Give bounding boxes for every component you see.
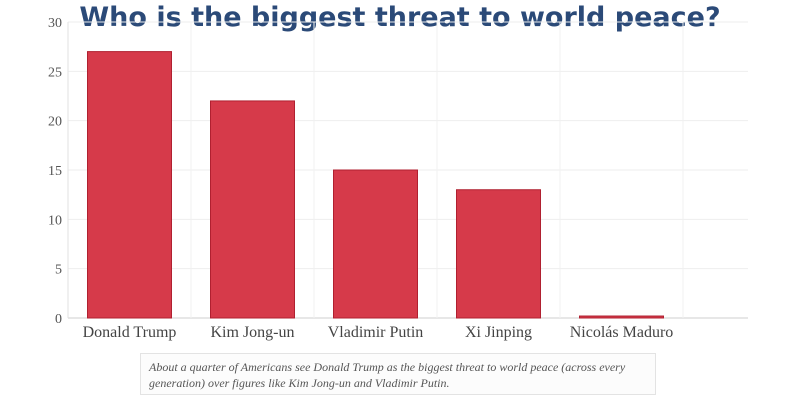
- y-axis: 0 5 10 15 20 25 30: [48, 16, 62, 327]
- x-tick-label: Xi Jinping: [465, 324, 532, 341]
- y-tick-label: 10: [48, 213, 62, 228]
- y-tick-label: 15: [48, 164, 62, 179]
- bar-donald-trump: [87, 51, 172, 319]
- x-tick-label: Nicolás Maduro: [570, 324, 674, 341]
- x-tick-label: Kim Jong-un: [211, 324, 295, 341]
- y-tick-label: 0: [55, 312, 62, 327]
- x-tick-label: Donald Trump: [83, 324, 177, 341]
- x-axis: Donald Trump Kim Jong-un Vladimir Putin Xi …: [83, 324, 674, 341]
- bar-nicol-s-maduro: [579, 315, 664, 319]
- bars: [87, 51, 664, 319]
- chart-title: Who is the biggest threat to world peace…: [79, 2, 721, 33]
- x-tick-label: Vladimir Putin: [328, 324, 424, 341]
- y-tick-label: 20: [48, 115, 62, 130]
- y-tick-label: 30: [48, 16, 62, 31]
- chart-caption: About a quarter of Americans see Donald …: [140, 353, 656, 395]
- bar-xi-jinping: [456, 189, 541, 319]
- y-tick-label: 25: [48, 65, 62, 80]
- bar-vladimir-putin: [333, 169, 418, 319]
- bar-kim-jong-un: [210, 100, 295, 319]
- y-tick-label: 5: [55, 263, 62, 278]
